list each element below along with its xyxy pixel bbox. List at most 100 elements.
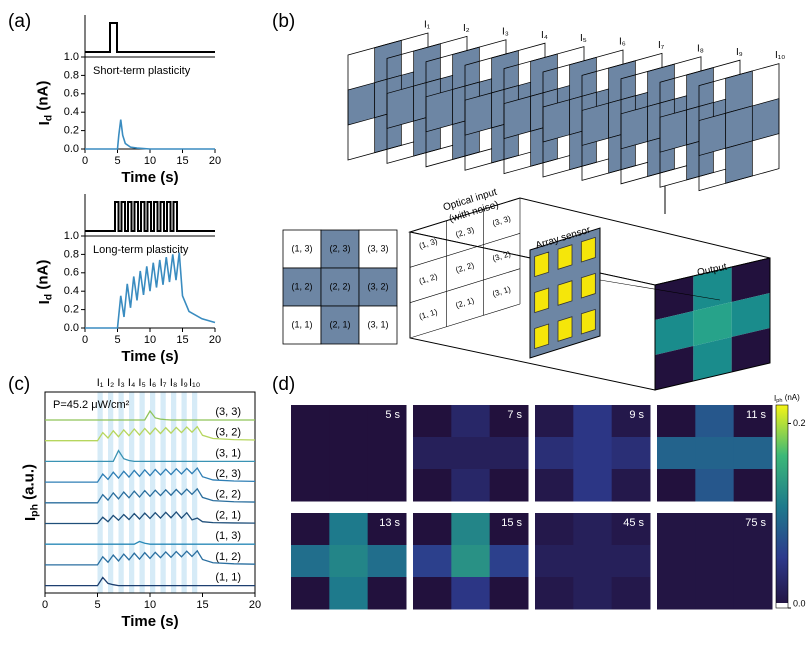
x-tick-label: 5 bbox=[94, 599, 100, 611]
heatmap-cell bbox=[489, 545, 529, 578]
heatmap-cell bbox=[291, 545, 330, 578]
heatmap-cell bbox=[733, 513, 773, 546]
heatmap-cell bbox=[367, 545, 407, 578]
frame-label: I₃ bbox=[502, 26, 509, 37]
y-tick-label: 0.8 bbox=[64, 69, 79, 81]
colorbar-label: Iph (nA) bbox=[774, 393, 800, 404]
trace bbox=[45, 409, 255, 421]
heatmap-title: 45 s bbox=[623, 517, 644, 529]
heatmap-cell bbox=[733, 405, 773, 438]
x-tick-label: 20 bbox=[209, 155, 221, 167]
pixel-label: (2, 2) bbox=[329, 281, 350, 291]
heatmap-cell bbox=[489, 437, 529, 470]
trace bbox=[45, 449, 255, 463]
x-axis-label: Time (s) bbox=[121, 169, 178, 186]
pulse-band bbox=[108, 392, 114, 593]
heatmap-cell bbox=[451, 513, 491, 546]
trace-label: (3, 3) bbox=[215, 406, 241, 418]
pulse-label: I₉ bbox=[180, 377, 187, 389]
frame-label: I₄ bbox=[541, 30, 548, 41]
grid-line bbox=[409, 268, 521, 303]
x-tick-label: 5 bbox=[114, 334, 120, 346]
y-tick-label: 0.6 bbox=[64, 267, 79, 279]
frame-cell bbox=[581, 102, 610, 146]
heatmap-cell bbox=[367, 577, 407, 610]
heatmap-title: 9 s bbox=[629, 409, 644, 421]
output-pixel bbox=[693, 267, 732, 311]
heatmap-cell bbox=[535, 469, 574, 502]
heatmap-cell bbox=[695, 577, 735, 610]
colorbar-label-part: I bbox=[774, 394, 776, 403]
y-tick-label: 0.0 bbox=[64, 322, 79, 334]
data-line bbox=[85, 119, 215, 150]
heatmap-cell bbox=[611, 437, 651, 470]
panel-label: (a) bbox=[8, 11, 31, 32]
trace-label: (1, 3) bbox=[215, 530, 241, 542]
pulse-label: I₁₀ bbox=[189, 377, 200, 389]
frame-label: I₅ bbox=[580, 33, 587, 44]
panel-label: (c) bbox=[8, 374, 30, 395]
sensor-pixel bbox=[557, 280, 573, 306]
y-tick-label: 1.0 bbox=[64, 230, 79, 242]
pixel bbox=[320, 229, 360, 269]
colorbar-label-part: ph bbox=[776, 398, 782, 404]
heatmap-cell bbox=[291, 513, 330, 546]
heatmap-cell bbox=[733, 577, 773, 610]
heatmap-title: 7 s bbox=[507, 409, 522, 421]
output-pixel bbox=[655, 276, 694, 320]
heatmap-cell bbox=[573, 545, 613, 578]
y-axis-label-part: d bbox=[42, 115, 54, 121]
trace bbox=[45, 549, 256, 566]
y-axis-label-part: (a.u.) bbox=[20, 464, 37, 504]
x-axis-label: Time (s) bbox=[121, 613, 178, 630]
pixel bbox=[358, 305, 398, 345]
heatmap-cell bbox=[291, 469, 330, 502]
sensor-pixel bbox=[557, 316, 573, 342]
heatmap-cell bbox=[535, 437, 574, 470]
y-axis-label-part: d bbox=[42, 294, 54, 300]
heatmap-cell bbox=[329, 545, 369, 578]
heatmap-cell bbox=[451, 469, 491, 502]
heatmap-title: 11 s bbox=[746, 409, 766, 421]
panel-label: (d) bbox=[272, 374, 295, 395]
pixel bbox=[282, 267, 322, 307]
heatmap-cell bbox=[413, 513, 452, 546]
y-tick-label: 0.4 bbox=[64, 106, 79, 118]
heatmap-cell bbox=[367, 405, 407, 438]
heatmap-cell bbox=[413, 437, 452, 470]
heatmap-cell bbox=[291, 405, 330, 438]
stimulus-pulse bbox=[85, 201, 215, 232]
heatmap-cell bbox=[329, 513, 369, 546]
output-pixel bbox=[655, 311, 694, 355]
y-axis-label-part: I bbox=[22, 517, 39, 521]
frame-label: I₂ bbox=[463, 23, 470, 34]
pulse-label: I₈ bbox=[170, 377, 178, 389]
heatmap-cell bbox=[657, 545, 696, 578]
heatmap-cell bbox=[367, 437, 407, 470]
frame-label: I₇ bbox=[658, 40, 665, 51]
pixel-label: (3, 3) bbox=[367, 243, 388, 253]
projection-line bbox=[599, 279, 721, 301]
heatmap-cell bbox=[611, 577, 651, 610]
trace bbox=[45, 425, 256, 442]
heatmap-title: 75 s bbox=[745, 517, 766, 529]
trace-label: (2, 1) bbox=[215, 509, 241, 521]
chart-title: Long-term plasticity bbox=[93, 244, 189, 256]
heatmap-cell bbox=[657, 405, 696, 438]
pixel bbox=[282, 229, 322, 269]
trace bbox=[45, 576, 255, 587]
output-pixel bbox=[693, 337, 732, 381]
pixel-label: (3, 2) bbox=[367, 281, 388, 291]
output-pixel bbox=[731, 293, 770, 337]
frame-cell bbox=[620, 106, 649, 150]
annotation: P=45.2 μW/cm² bbox=[53, 399, 130, 411]
y-axis-label: Id (nA) bbox=[34, 81, 54, 126]
y-axis-label: Id (nA) bbox=[34, 260, 54, 305]
pixel bbox=[358, 229, 398, 269]
frame-cell bbox=[542, 99, 571, 143]
heatmap-cell bbox=[489, 577, 529, 610]
heatmap-cell bbox=[695, 437, 735, 470]
pixel bbox=[282, 305, 322, 345]
x-tick-label: 20 bbox=[209, 334, 221, 346]
pulse-band bbox=[118, 392, 124, 593]
